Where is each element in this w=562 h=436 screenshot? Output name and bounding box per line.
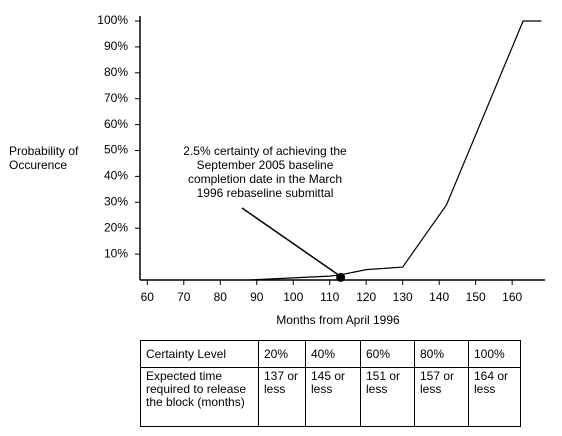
x-tick-label: 130 — [393, 290, 413, 304]
y-tick-label: 100% — [97, 13, 128, 27]
y-tick-label: 80% — [104, 65, 128, 79]
y-tick-label: 20% — [104, 220, 128, 234]
annotation: 2.5% certainty of achieving the — [183, 144, 347, 158]
table: Certainty Level 20% 40% 60% 80% 100% Expected … — [140, 340, 521, 427]
x-tick-label: 140 — [429, 290, 449, 304]
x-tick-label: 70 — [177, 290, 191, 304]
x-tick-label: 90 — [250, 290, 264, 304]
table-cell: 20% — [258, 340, 306, 368]
chart: 10% 20% 30% 40% 50% 60% 70% 80% 90% 100% 60 70 80 90 1… — [9, 13, 545, 327]
table-cell: 100% — [468, 340, 521, 368]
x-tick-label: 120 — [356, 290, 376, 304]
line — [249, 20, 542, 281]
annotation-arrow — [241, 207, 339, 276]
y-tick-label: 10% — [104, 246, 128, 260]
marker — [336, 272, 346, 282]
table-row: Certainty Level 20% 40% 60% 80% 100% — [140, 340, 521, 368]
x-axis-label: Months from April 1996 — [276, 313, 400, 327]
x-tick-label: 80 — [214, 290, 228, 304]
annotation: September 2005 baseline — [197, 158, 334, 172]
y-tick-label: 30% — [104, 194, 128, 208]
x-tick-label: 60 — [141, 290, 155, 304]
table-cell: Certainty Level — [140, 340, 259, 368]
y-tick-label: 90% — [104, 39, 128, 53]
table-cell: Expected time required to release the bl… — [140, 367, 259, 427]
table-cell: 137 or less — [258, 367, 306, 427]
table-cell: 145 or less — [305, 367, 361, 427]
y-tick-label: 50% — [104, 143, 128, 157]
y-axis-label: Probability of — [9, 144, 79, 158]
y-tick-label: 60% — [104, 117, 128, 131]
x-tick-label: 150 — [466, 290, 486, 304]
y-tick-label: 70% — [104, 91, 128, 105]
y-axis-label: Occurence — [9, 158, 67, 172]
table-cell: 164 or less — [468, 367, 521, 427]
table-cell: 60% — [360, 340, 415, 368]
x-tick-label: 100 — [283, 290, 303, 304]
table-cell: 157 or less — [414, 367, 469, 427]
annotation: completion date in the March — [188, 172, 342, 186]
annotation: 1996 rebaseline submittal — [197, 186, 334, 200]
x-tick-label: 160 — [502, 290, 522, 304]
table-cell: 40% — [305, 340, 361, 368]
table-cell: 80% — [414, 340, 469, 368]
table-cell: 151 or less — [360, 367, 415, 427]
table-row: Expected time required to release the bl… — [140, 367, 521, 427]
x-tick-label: 110 — [320, 290, 339, 304]
y-tick-label: 40% — [104, 169, 128, 183]
